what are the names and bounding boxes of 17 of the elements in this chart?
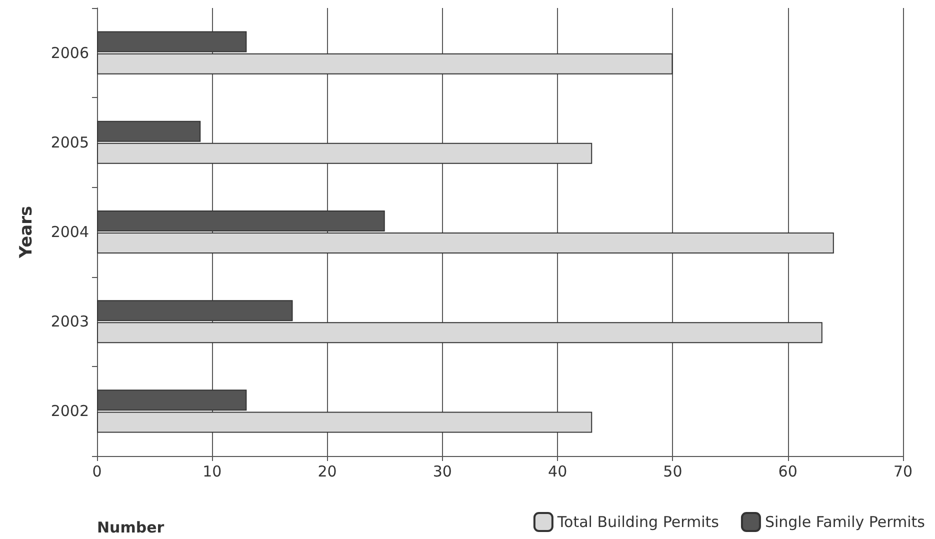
x-tick-label: 20 — [318, 462, 337, 480]
y-tick-label: 2002 — [50, 402, 89, 420]
x-tick-label: 30 — [432, 462, 452, 480]
x-tick-label: 60 — [778, 462, 798, 480]
x-tick-label: 70 — [893, 462, 913, 480]
y-tick-label: 2004 — [50, 223, 89, 241]
x-tick-label: 50 — [663, 462, 682, 480]
x-axis-title: Number — [97, 518, 165, 536]
y-tick-label: 2003 — [50, 312, 89, 331]
y-tick-label: 2006 — [50, 44, 89, 62]
x-tick-label: 0 — [92, 462, 102, 480]
legend-label: Total Building Permits — [556, 513, 720, 531]
x-tick-label: 10 — [202, 462, 222, 480]
x-tick-label: 40 — [548, 462, 568, 480]
legend-label: Single Family Permits — [764, 513, 926, 531]
y-axis-title: Years — [16, 206, 36, 260]
y-tick-label: 2005 — [50, 133, 89, 152]
